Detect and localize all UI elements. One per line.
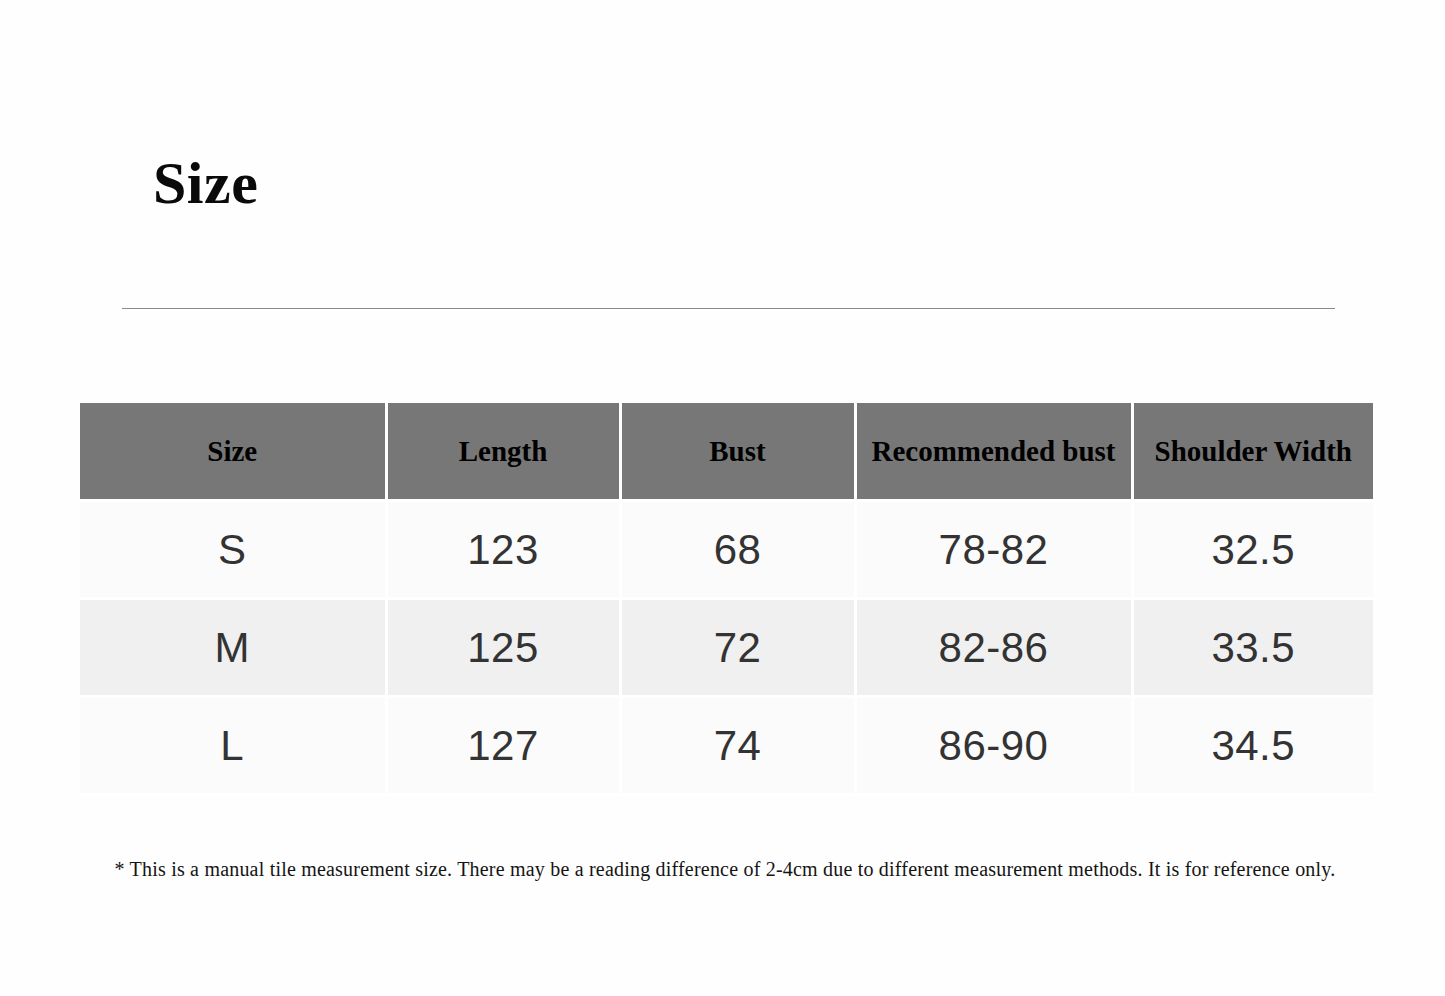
column-header-bust: Bust <box>620 403 855 501</box>
cell-length: 127 <box>386 697 620 795</box>
column-header-length: Length <box>386 403 620 501</box>
size-table: Size Length Bust Recommended bust Should… <box>80 403 1373 796</box>
column-header-shoulder-width: Shoulder Width <box>1132 403 1373 501</box>
cell-bust: 74 <box>620 697 855 795</box>
cell-length: 125 <box>386 599 620 697</box>
cell-shoulder-width: 34.5 <box>1132 697 1373 795</box>
cell-size: L <box>80 697 386 795</box>
cell-recommended-bust: 86-90 <box>855 697 1132 795</box>
measurement-disclaimer: * This is a manual tile measurement size… <box>60 858 1390 881</box>
cell-shoulder-width: 33.5 <box>1132 599 1373 697</box>
title-divider <box>122 308 1335 309</box>
cell-bust: 68 <box>620 501 855 599</box>
header-row: Size Length Bust Recommended bust Should… <box>80 403 1373 501</box>
cell-shoulder-width: 32.5 <box>1132 501 1373 599</box>
cell-length: 123 <box>386 501 620 599</box>
column-header-size: Size <box>80 403 386 501</box>
size-chart-page: Size Size Length Bust Recommended bust S… <box>0 0 1445 996</box>
page-title: Size <box>153 150 258 216</box>
cell-recommended-bust: 82-86 <box>855 599 1132 697</box>
size-table-header: Size Length Bust Recommended bust Should… <box>80 403 1373 501</box>
cell-size: S <box>80 501 386 599</box>
cell-recommended-bust: 78-82 <box>855 501 1132 599</box>
cell-size: M <box>80 599 386 697</box>
size-table-body: S 123 68 78-82 32.5 M 125 72 82-86 33.5 … <box>80 501 1373 795</box>
table-row-s: S 123 68 78-82 32.5 <box>80 501 1373 599</box>
table-row-l: L 127 74 86-90 34.5 <box>80 697 1373 795</box>
cell-bust: 72 <box>620 599 855 697</box>
table-row-m: M 125 72 82-86 33.5 <box>80 599 1373 697</box>
column-header-recommended-bust: Recommended bust <box>855 403 1132 501</box>
